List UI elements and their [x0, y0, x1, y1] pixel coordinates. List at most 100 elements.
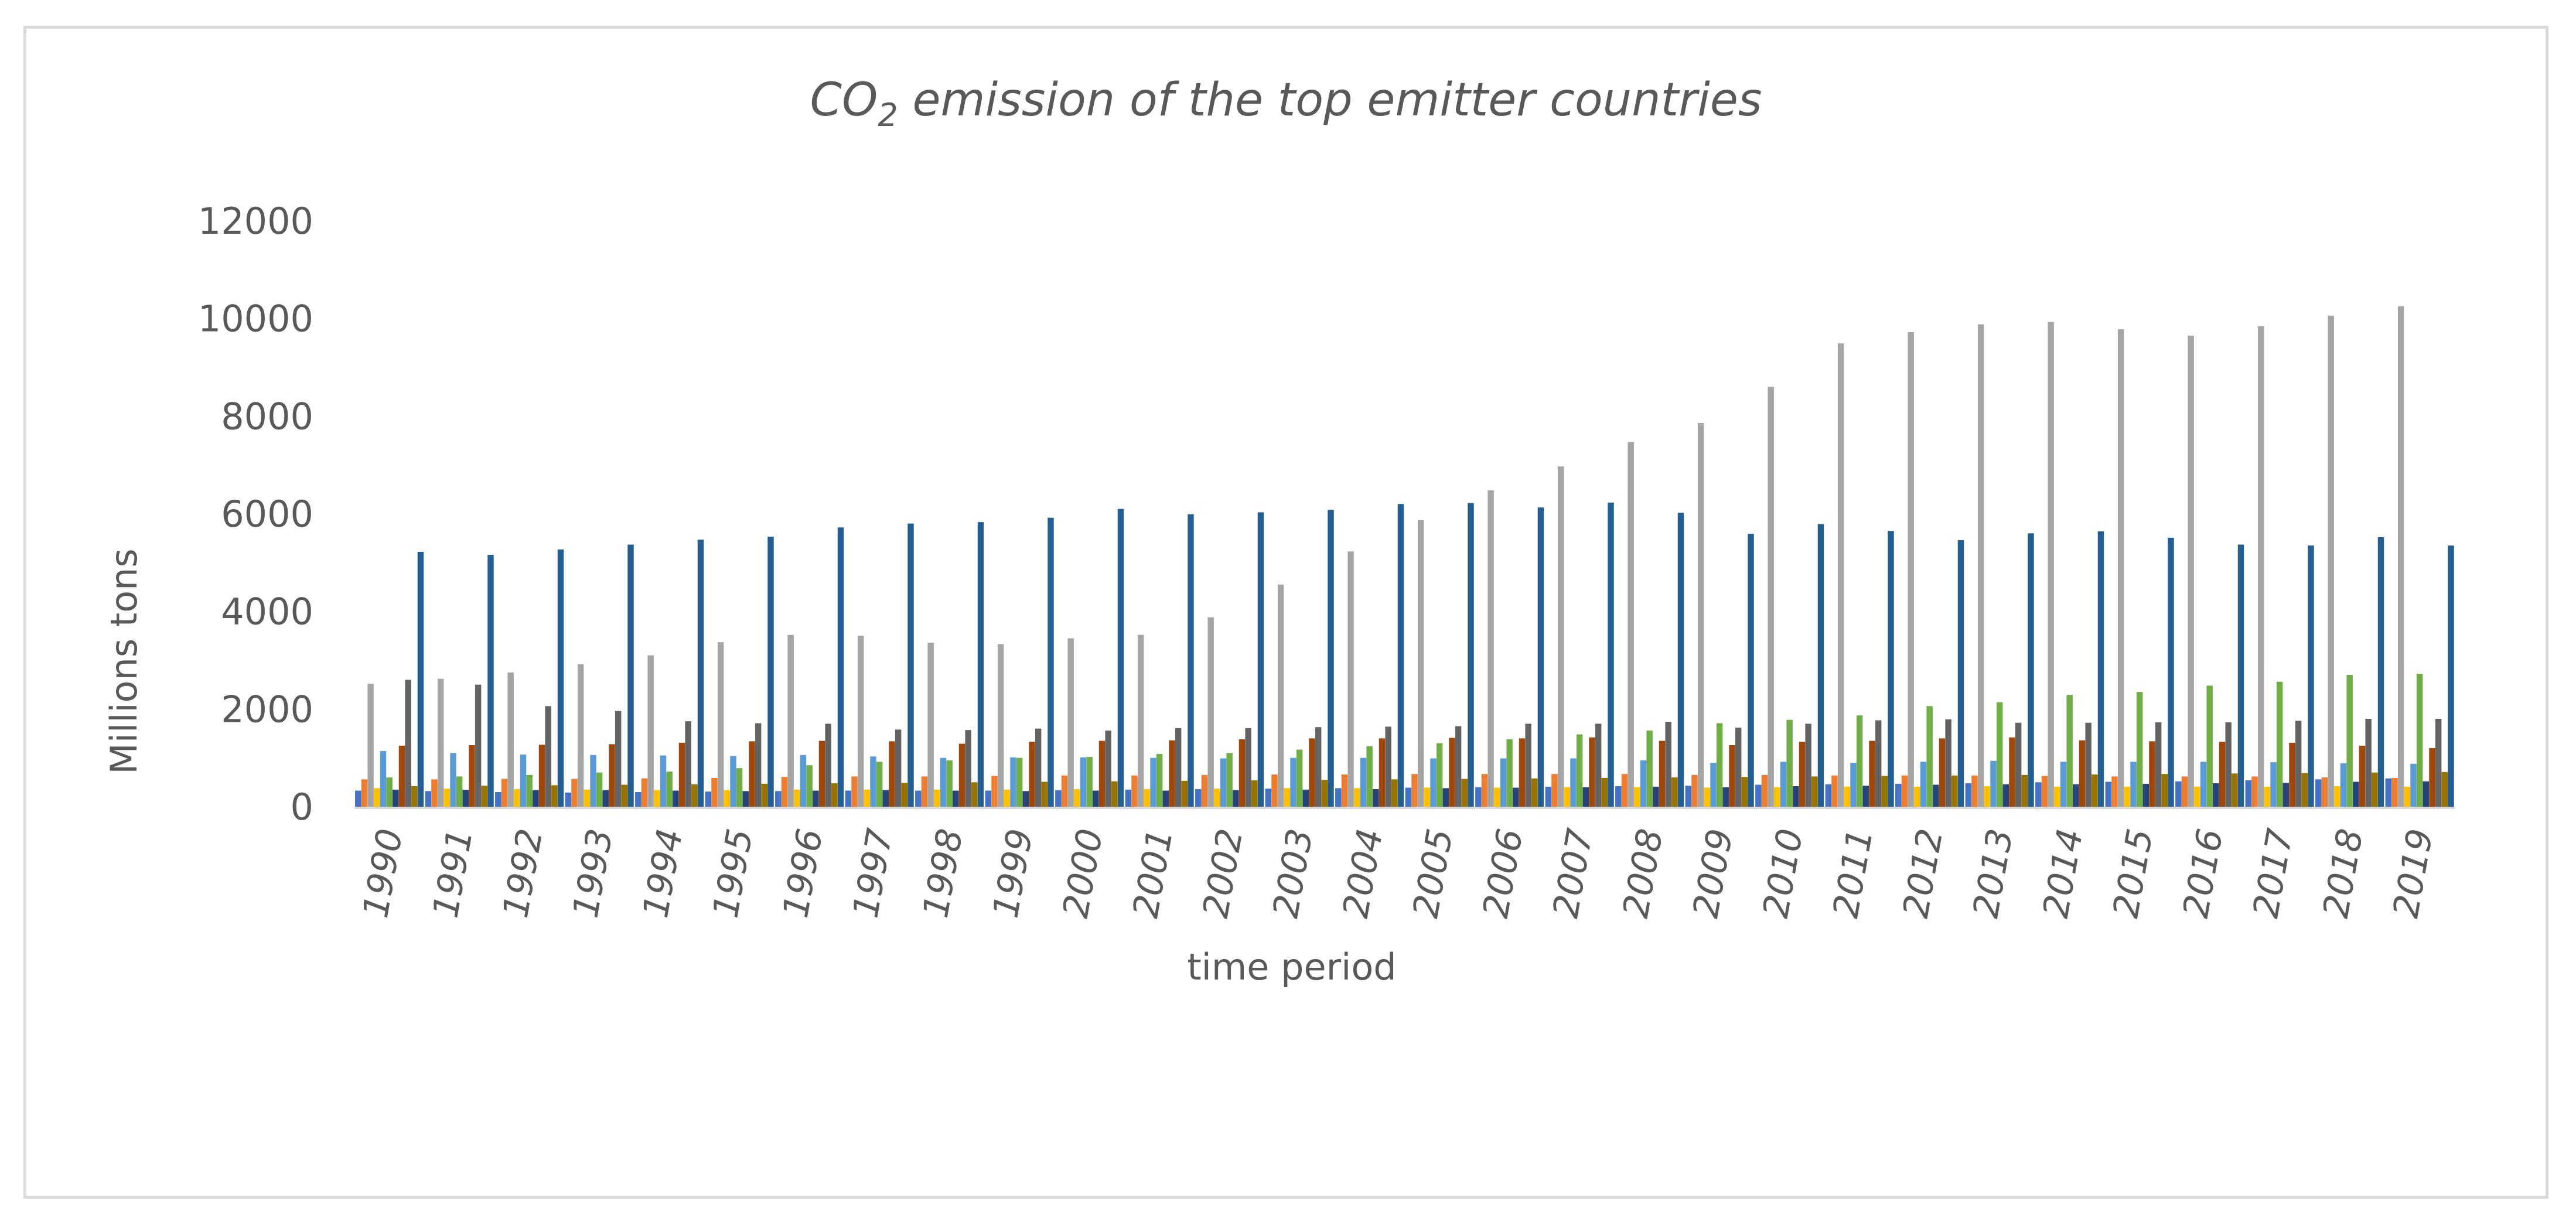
bar-series-1-2002 — [1195, 789, 1202, 807]
bar-series-9-1998 — [965, 730, 971, 807]
bar-series-9-2010 — [1805, 724, 1811, 807]
bar-series-11-1992 — [557, 549, 564, 807]
bar-series-9-2007 — [1595, 724, 1602, 807]
bar-series-5-2018 — [2340, 763, 2347, 807]
bar-series-10-1992 — [551, 785, 558, 807]
bar-series-10-2019 — [2441, 772, 2448, 807]
bar-series-8-1994 — [678, 742, 685, 807]
bar-series-5-2003 — [1290, 757, 1296, 807]
bar-series-11-2003 — [1328, 510, 1334, 807]
bar-series-7-1996 — [813, 790, 819, 807]
bar-series-9-2006 — [1525, 724, 1531, 807]
bar-series-8-1997 — [889, 741, 895, 807]
x-tick-label: 1995 — [705, 825, 761, 921]
bar-series-11-2002 — [1257, 512, 1264, 807]
bar-series-2-2015 — [2111, 776, 2118, 807]
bar-series-4-2015 — [2124, 786, 2131, 807]
x-tick-label: 2017 — [2246, 825, 2301, 921]
bar-series-10-2009 — [1741, 777, 1748, 807]
bar-series-3-1996 — [787, 634, 794, 807]
bar-series-2-2016 — [2181, 776, 2188, 807]
bar-series-9-1995 — [755, 723, 762, 807]
x-tick-label: 2013 — [1966, 825, 2021, 921]
bar-series-6-2006 — [1506, 739, 1513, 807]
bar-series-6-2017 — [2276, 681, 2283, 807]
bar-series-10-2017 — [2301, 773, 2308, 807]
bar-series-10-2018 — [2372, 772, 2378, 807]
bar-series-8-2017 — [2289, 742, 2295, 807]
bar-series-2-1991 — [431, 779, 438, 807]
bar-series-3-2001 — [1137, 634, 1144, 807]
bar-series-10-1996 — [831, 783, 838, 807]
bar-series-8-2015 — [2149, 741, 2155, 807]
bar-series-8-2009 — [1729, 745, 1735, 807]
bar-series-3-1997 — [857, 636, 864, 807]
bar-series-4-2012 — [1914, 786, 1920, 807]
bar-series-6-2000 — [1086, 757, 1093, 807]
bar-series-6-1996 — [806, 765, 813, 807]
bar-series-9-2001 — [1175, 728, 1182, 807]
bar-series-10-1995 — [761, 783, 768, 807]
bar-series-4-2018 — [2334, 786, 2340, 807]
x-tick-label: 2018 — [2315, 825, 2371, 921]
bar-series-2-2003 — [1271, 774, 1278, 807]
bar-series-4-2002 — [1214, 789, 1220, 807]
bar-series-7-1993 — [602, 790, 609, 807]
bar-series-6-2009 — [1716, 723, 1723, 807]
bar-series-9-1990 — [405, 680, 411, 807]
bar-series-5-2002 — [1220, 758, 1227, 807]
bar-series-4-2016 — [2194, 786, 2200, 807]
bar-series-8-1990 — [398, 745, 405, 807]
bar-series-11-2006 — [1537, 507, 1544, 807]
bar-series-1-1994 — [635, 792, 642, 807]
bar-series-10-2016 — [2232, 773, 2238, 807]
bar-series-5-2004 — [1360, 757, 1367, 807]
bar-series-7-2001 — [1162, 790, 1169, 807]
y-tick-label: 4000 — [221, 591, 313, 633]
bar-series-3-2013 — [1977, 324, 1984, 807]
bar-series-10-1997 — [901, 783, 908, 807]
bar-series-5-2011 — [1850, 763, 1857, 807]
chart-svg: CO2 emission of the top emitter countrie… — [103, 74, 2455, 988]
bar-series-5-2008 — [1640, 760, 1647, 807]
chart-frame: CO2 emission of the top emitter countrie… — [23, 26, 2548, 1199]
bar-series-4-2007 — [1564, 787, 1571, 807]
bar-series-9-1994 — [685, 721, 691, 807]
bar-series-9-2012 — [1945, 719, 1951, 807]
bar-series-4-1996 — [794, 789, 800, 807]
bar-series-9-2014 — [2085, 722, 2091, 807]
x-tick-label: 1998 — [915, 825, 971, 921]
bar-series-9-1997 — [895, 729, 902, 807]
bar-series-2-1990 — [361, 779, 368, 807]
bar-series-7-2000 — [1093, 790, 1099, 807]
bar-series-5-2014 — [2060, 762, 2067, 807]
bar-series-6-2010 — [1786, 719, 1793, 807]
bar-series-7-2016 — [2213, 783, 2219, 807]
bar-series-6-2011 — [1856, 715, 1863, 807]
bar-series-11-2014 — [2097, 531, 2104, 807]
bar-series-10-2000 — [1111, 781, 1118, 807]
bar-series-3-2008 — [1628, 442, 1634, 807]
bar-series-8-2007 — [1589, 737, 1595, 807]
bar-series-5-2019 — [2410, 763, 2417, 807]
bar-series-5-2009 — [1710, 763, 1717, 807]
bar-series-10-2004 — [1391, 779, 1398, 807]
bar-series-10-1999 — [1041, 782, 1048, 807]
bar-series-1-2013 — [1965, 783, 1972, 807]
bar-series-2-2002 — [1201, 774, 1208, 807]
bar-series-4-2017 — [2264, 786, 2271, 807]
bar-series-6-2004 — [1366, 746, 1373, 807]
bar-series-7-2009 — [1722, 787, 1729, 807]
bar-series-10-1998 — [971, 782, 978, 807]
bar-series-8-2002 — [1238, 739, 1246, 807]
bar-series-8-2004 — [1379, 738, 1386, 807]
x-tick-label: 2002 — [1195, 825, 1251, 921]
bar-series-5-1998 — [940, 757, 947, 807]
y-tick-label: 10000 — [198, 298, 313, 340]
bar-series-2-2001 — [1131, 775, 1138, 807]
bar-series-4-1992 — [514, 789, 520, 807]
bar-series-7-1992 — [533, 790, 539, 807]
bar-series-5-1997 — [870, 756, 876, 807]
bar-series-8-2016 — [2219, 742, 2226, 807]
bar-series-5-1992 — [520, 754, 527, 807]
